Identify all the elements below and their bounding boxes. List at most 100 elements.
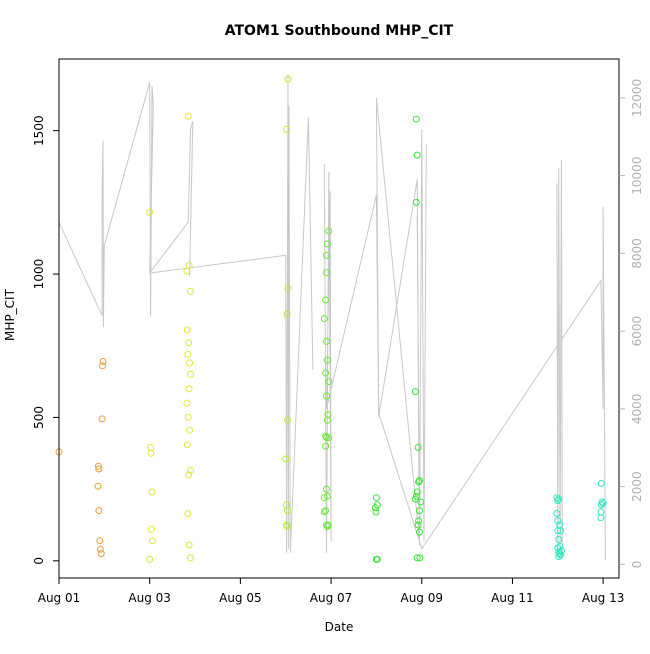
data-point (323, 485, 330, 493)
data-point (323, 522, 331, 530)
data-point (323, 434, 330, 441)
y-right-tick-label: 0 (630, 561, 644, 569)
data-point (417, 498, 425, 506)
data-point (185, 339, 193, 347)
data-point (283, 125, 291, 133)
data-point (282, 455, 290, 463)
data-point (415, 478, 423, 486)
data-point (284, 416, 291, 424)
data-point (553, 494, 561, 502)
data-point (412, 492, 420, 500)
data-point (416, 477, 423, 484)
y-left-tick-label: 1000 (32, 259, 46, 290)
data-point (414, 521, 422, 529)
x-tick-label: Aug 09 (400, 591, 443, 605)
y-left-tick-label: 1500 (32, 115, 46, 146)
data-point (99, 362, 106, 370)
data-point (325, 378, 333, 386)
data-point (148, 525, 155, 533)
data-point (320, 315, 328, 322)
data-point (184, 350, 192, 358)
data-point (185, 541, 193, 549)
data-point (323, 416, 331, 424)
data-point (323, 337, 330, 345)
secondary-line (151, 74, 314, 553)
point-series (55, 75, 607, 563)
data-point (556, 550, 564, 558)
secondary-line-series (58, 74, 606, 561)
data-point (185, 385, 193, 393)
data-point (416, 528, 423, 536)
data-point (597, 514, 605, 522)
data-point (148, 488, 156, 496)
y-right-tick-label: 12000 (630, 79, 644, 117)
data-point (597, 479, 605, 487)
data-point (372, 494, 380, 502)
data-point (553, 510, 561, 517)
data-point (323, 392, 330, 400)
data-point (187, 287, 194, 295)
data-point (413, 488, 421, 496)
data-point (325, 227, 333, 235)
data-point (415, 517, 423, 525)
data-point (187, 467, 194, 474)
y-right-tick-label: 10000 (630, 157, 644, 195)
data-point (555, 495, 563, 503)
data-point (557, 551, 564, 559)
data-point (554, 527, 562, 535)
data-point (373, 555, 381, 563)
data-point (325, 434, 333, 441)
data-point (323, 251, 330, 259)
y-axis-label: MHP_CIT (3, 288, 17, 341)
data-point (555, 553, 563, 560)
data-point (413, 151, 421, 159)
data-point (413, 554, 421, 562)
data-point (414, 444, 422, 451)
data-point (146, 208, 154, 216)
data-point (283, 522, 291, 530)
data-point (322, 442, 330, 450)
data-point (96, 545, 104, 553)
data-point (597, 501, 605, 509)
data-point (186, 359, 194, 367)
data-point (322, 369, 330, 377)
data-point (183, 326, 191, 334)
data-point (183, 399, 191, 407)
data-point (183, 267, 191, 275)
axes: Aug 01 Aug 03 Aug 05 Aug 07 Aug 09 Aug 11 Aug … (32, 58, 644, 605)
x-tick-label: Aug 05 (219, 591, 262, 605)
data-point (94, 462, 102, 470)
data-point (184, 112, 192, 120)
data-point (416, 507, 423, 515)
data-point (554, 497, 562, 505)
data-point (597, 508, 605, 516)
data-point (554, 517, 562, 525)
data-point (411, 388, 419, 396)
x-tick-label: Aug 01 (38, 591, 81, 605)
y-right-tick-label: 8000 (630, 238, 644, 269)
data-point (99, 358, 107, 365)
data-point (323, 269, 330, 277)
data-point (146, 555, 154, 563)
data-point (411, 495, 419, 503)
data-point (324, 521, 332, 529)
data-point (95, 507, 103, 515)
data-point (185, 262, 193, 269)
y-left-tick-label: 500 (32, 406, 46, 429)
data-point (147, 449, 155, 457)
data-point (97, 550, 105, 558)
data-point (323, 240, 331, 248)
data-point (283, 310, 291, 318)
y-right-tick-label: 6000 (630, 316, 644, 347)
data-point (555, 535, 563, 543)
data-point (320, 508, 328, 516)
data-point (186, 426, 194, 434)
data-point (323, 356, 331, 364)
data-point (187, 554, 194, 562)
y-right-tick-label: 4000 (630, 394, 644, 425)
data-point (148, 537, 156, 545)
x-tick-label: Aug 03 (128, 591, 171, 605)
data-point (412, 198, 420, 206)
